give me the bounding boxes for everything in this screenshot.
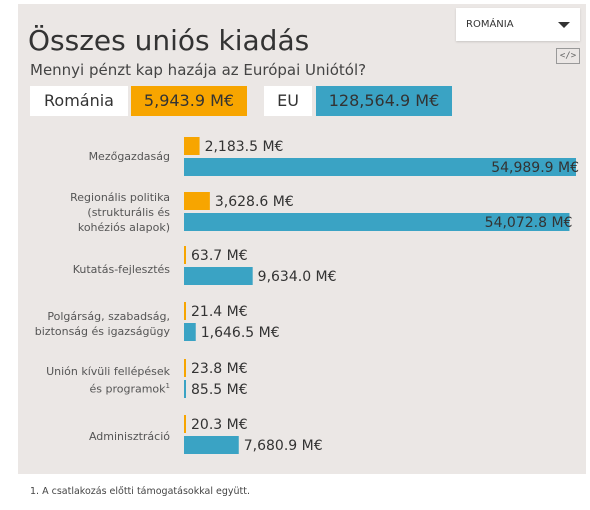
- embed-code-icon[interactable]: </>: [556, 48, 580, 64]
- data-label: 54,989.9 M€: [491, 160, 579, 176]
- category-label: Polgárság, szabadság, biztonság és igazsá…: [0, 309, 170, 339]
- country-bar: [184, 137, 200, 155]
- eu-bar: [184, 436, 239, 454]
- eu-bar: [184, 380, 186, 398]
- data-label: 1,646.5 M€: [201, 325, 280, 341]
- data-label: 7,680.9 M€: [244, 438, 323, 454]
- country-total-value: 5,943.9 M€: [131, 86, 247, 116]
- category-label-line: Regionális politika: [70, 191, 170, 204]
- data-label: 9,634.0 M€: [258, 269, 337, 285]
- footnote: 1. A csatlakozás előtti támogatásokkal e…: [30, 486, 251, 497]
- category-label-line: Polgárság, szabadság,: [47, 310, 170, 323]
- category-label-line: Adminisztráció: [88, 430, 170, 443]
- country-bar: [184, 359, 186, 377]
- category-label: Unión kívüli fellépések és programok1: [0, 364, 170, 397]
- category-label-line: biztonság és igazságügy: [34, 325, 170, 338]
- category-label-line: Kutatás-fejlesztés: [72, 263, 170, 276]
- chevron-down-icon: [558, 22, 570, 28]
- country-total-label: Románia: [30, 86, 128, 116]
- eu-total-label: EU: [264, 86, 312, 116]
- category-label: Kutatás-fejlesztés: [0, 262, 170, 277]
- eu-bar: [184, 267, 253, 285]
- country-bar: [184, 246, 186, 264]
- category-label: Mezőgazdaság: [0, 149, 170, 164]
- data-label: 20.3 M€: [191, 417, 248, 433]
- country-bar: [184, 415, 186, 433]
- bar-chart: 2,183.5 M€ 54,989.9 M€ 3,628.6 M€ 54,072.8 …: [184, 137, 579, 454]
- country-bar: [184, 192, 210, 210]
- eu-bar: [184, 323, 196, 341]
- eu-bar: [184, 213, 570, 231]
- data-label: 23.8 M€: [191, 361, 248, 377]
- category-label-line: kohéziós alapok): [77, 221, 170, 234]
- category-label-line: és programok1: [89, 382, 170, 396]
- page-title: Összes uniós kiadás: [28, 24, 310, 57]
- category-label: Regionális politika (strukturális és kohéz…: [0, 190, 170, 235]
- chart-panel: [18, 4, 586, 474]
- country-bar: [184, 302, 186, 320]
- eu-bar: [184, 158, 576, 176]
- footnote-mark: 1: [165, 382, 170, 390]
- category-label-line: Mezőgazdaság: [88, 150, 170, 163]
- data-label: 63.7 M€: [191, 248, 248, 264]
- category-label: Adminisztráció: [0, 429, 170, 444]
- data-label: 54,072.8 M€: [485, 215, 573, 231]
- data-label: 21.4 M€: [191, 304, 248, 320]
- page-subtitle: Mennyi pénzt kap hazája az Európai Uniót…: [30, 61, 367, 79]
- data-label: 3,628.6 M€: [215, 194, 294, 210]
- country-dropdown[interactable]: ROMÁNIA: [456, 8, 580, 41]
- country-dropdown-value: ROMÁNIA: [466, 19, 514, 30]
- data-label: 2,183.5 M€: [205, 139, 284, 155]
- category-label-line: (strukturális és: [87, 206, 170, 219]
- category-label-line: Unión kívüli fellépések: [46, 365, 170, 378]
- eu-total-value: 128,564.9 M€: [316, 86, 452, 116]
- data-label: 85.5 M€: [191, 382, 248, 398]
